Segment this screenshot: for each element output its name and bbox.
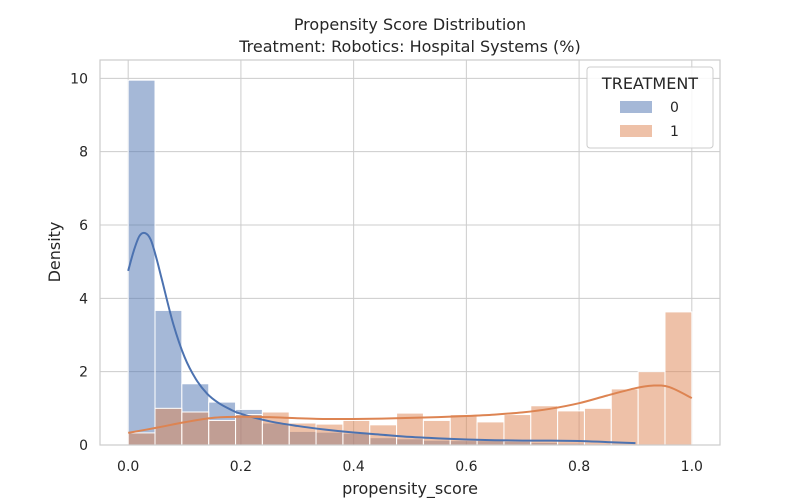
y-tick-label-5: 10 [70, 71, 88, 87]
bar-series-1-bin-19 [637, 371, 666, 446]
y-tick-label-1: 2 [79, 365, 88, 381]
kde-line-series-1 [128, 384, 693, 434]
kde-curves [127, 231, 693, 445]
x-tick-label-5: 1.0 [681, 459, 703, 475]
y-tick-label-3: 6 [79, 218, 88, 234]
bar-series-1-bin-20 [664, 311, 693, 446]
y-ticks: 0 2 4 6 8 10 [70, 71, 88, 454]
bar-series-1-bin-16 [557, 410, 585, 446]
legend: TREATMENT 0 1 [586, 66, 714, 149]
y-tick-label-4: 8 [79, 145, 88, 161]
x-tick-label-2: 0.4 [343, 459, 365, 475]
x-axis-label: propensity_score [342, 479, 478, 499]
bar-series-1-bin-18 [610, 388, 639, 446]
bar-series-1-bin-3 [208, 419, 237, 446]
legend-swatch-0 [620, 101, 652, 113]
x-tick-label-0: 0.0 [117, 459, 139, 475]
bar-series-1-bin-4 [235, 414, 263, 446]
legend-title: TREATMENT [601, 74, 698, 93]
bar-series-1-bin-17 [583, 407, 612, 446]
bar-series-1-bin-13 [476, 421, 505, 446]
legend-swatch-1 [620, 125, 652, 137]
legend-label-0: 0 [670, 100, 679, 116]
bar-series-1-bin-0 [127, 432, 156, 446]
chart-subtitle: Treatment: Robotics: Hospital Systems (%… [238, 37, 581, 56]
bar-series-1-bin-7 [315, 423, 344, 446]
x-tick-label-4: 0.8 [568, 459, 590, 475]
y-axis-label: Density [45, 222, 64, 283]
y-tick-label-0: 0 [79, 438, 88, 454]
chart-title: Propensity Score Distribution [294, 15, 526, 34]
bar-series-1-bin-2 [181, 411, 210, 446]
x-ticks: 0.0 0.2 0.4 0.6 0.8 1.0 [117, 459, 703, 475]
x-tick-label-3: 0.6 [455, 459, 477, 475]
bar-series-1-bin-11 [422, 419, 451, 446]
plot-frame [99, 59, 721, 446]
legend-label-1: 1 [670, 124, 679, 140]
y-tick-label-2: 4 [79, 291, 88, 307]
x-tick-label-1: 0.2 [230, 459, 252, 475]
bar-series-0-bin-0 [127, 79, 156, 446]
